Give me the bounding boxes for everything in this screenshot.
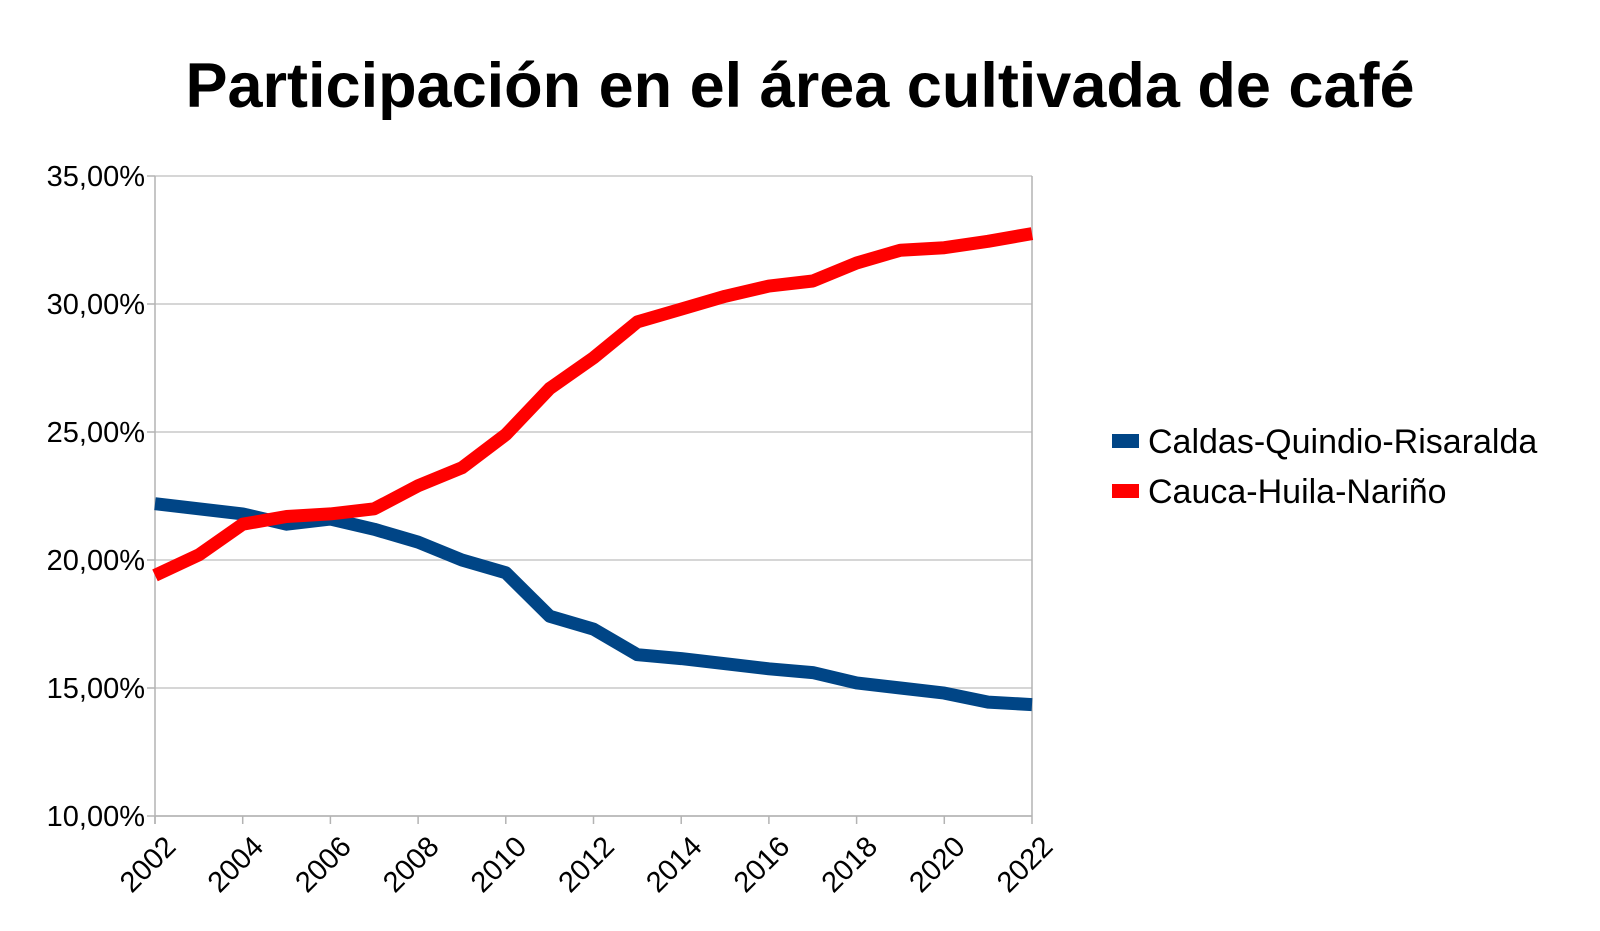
x-tick-label: 2020 bbox=[903, 831, 971, 899]
y-tick-label: 20,00% bbox=[47, 545, 145, 577]
series-layer bbox=[152, 227, 1034, 712]
series-line-2 bbox=[152, 227, 1034, 582]
y-axis-tick-labels: 10,00% 15,00% 20,00% 25,00% 30,00% 35,00% bbox=[47, 161, 145, 833]
legend-swatch bbox=[1112, 484, 1139, 498]
x-tick-label: 2008 bbox=[377, 831, 445, 899]
x-tick-label: 2016 bbox=[728, 831, 796, 899]
series-line-1 bbox=[154, 497, 1033, 712]
legend-swatch bbox=[1112, 434, 1139, 448]
x-axis-tick-labels: 2002 2004 2006 2008 2010 2012 2014 2016 2018 2020… bbox=[114, 831, 1059, 899]
x-tick-label: 2018 bbox=[816, 831, 884, 899]
legend-label: Cauca-Huila-Nariño bbox=[1148, 473, 1447, 511]
legend: Caldas-Quindio-Risaralda Cauca-Huila-Nari… bbox=[1112, 423, 1537, 511]
legend-label: Caldas-Quindio-Risaralda bbox=[1148, 423, 1537, 461]
x-tick-label: 2002 bbox=[114, 831, 182, 899]
y-tick-label: 25,00% bbox=[47, 417, 145, 449]
y-tick-label: 35,00% bbox=[47, 161, 145, 193]
y-tick-label: 30,00% bbox=[47, 289, 145, 321]
y-tick-label: 15,00% bbox=[47, 673, 145, 705]
x-tick-label: 2012 bbox=[553, 831, 621, 899]
x-tick-label: 2022 bbox=[991, 831, 1059, 899]
x-tick-label: 2014 bbox=[640, 831, 708, 899]
y-tick-label: 10,00% bbox=[47, 801, 145, 833]
x-tick-label: 2010 bbox=[465, 831, 533, 899]
x-tick-label: 2006 bbox=[290, 831, 358, 899]
chart-title: Participación en el área cultivada de ca… bbox=[185, 51, 1414, 121]
x-tick-label: 2004 bbox=[202, 831, 270, 899]
grid bbox=[155, 175, 1032, 817]
axes bbox=[147, 175, 1033, 824]
